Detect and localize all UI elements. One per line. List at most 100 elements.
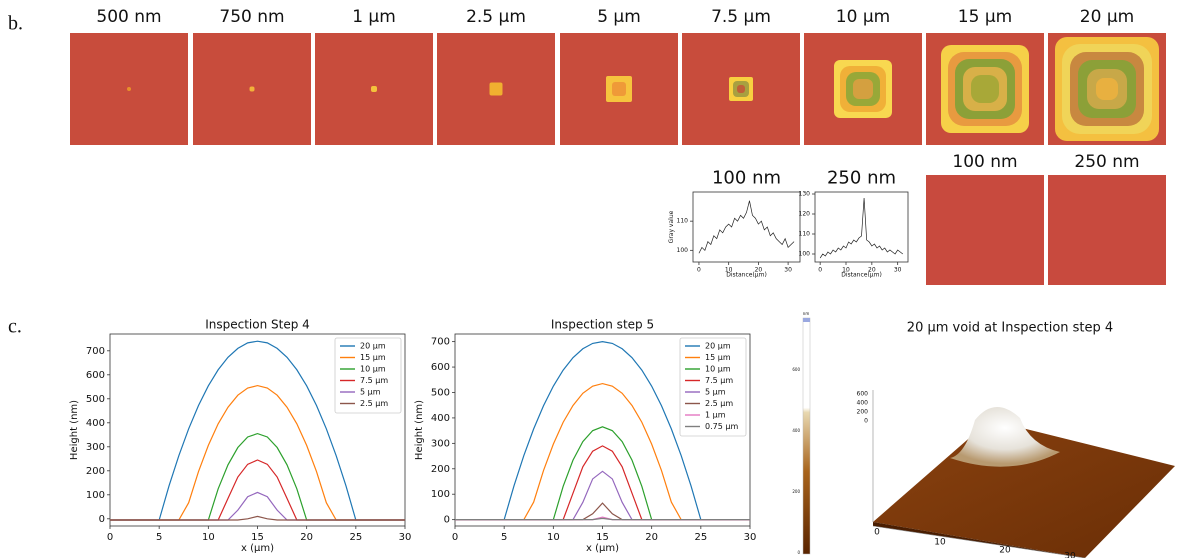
colorbar-tick: 200 (792, 489, 800, 494)
x-tick-label: 10 (725, 267, 733, 274)
y-tick-label: 600 (431, 362, 450, 373)
x-tick-label: 10 (547, 532, 560, 543)
x-tick-label: 5 (156, 532, 162, 543)
y-tick-label: 120 (799, 211, 811, 218)
legend-label: 7.5 µm (705, 376, 733, 385)
image-label: 1 µm (352, 7, 396, 27)
x-tick-label: 25 (694, 532, 707, 543)
surface-x-tick: 20 (999, 546, 1011, 556)
legend-label: 0.75 µm (705, 422, 738, 431)
x-tick-label: 10 (202, 532, 215, 543)
legend-label: 20 µm (705, 342, 731, 351)
image-label: 2.5 µm (466, 7, 526, 27)
y-axis-label: Height (nm) (69, 400, 80, 460)
x-tick-label: 0 (452, 532, 458, 543)
micrograph (1048, 175, 1166, 285)
y-tick-label: 100 (799, 251, 811, 258)
legend-label: 15 µm (705, 353, 731, 362)
legend-label: 2.5 µm (360, 399, 388, 408)
y-tick-label: 0 (99, 514, 105, 525)
colorbar-tick: 0 (797, 550, 800, 555)
colorbar-tick: 400 (792, 428, 800, 433)
surface-z-tick: 400 (857, 400, 869, 407)
x-axis-label: x (µm) (586, 543, 619, 554)
legend-label: 20 µm (360, 342, 386, 351)
surface-z-tick: 200 (857, 409, 869, 416)
legend-box (334, 337, 402, 414)
colorbar (802, 317, 811, 555)
y-tick-label: 700 (86, 346, 105, 357)
y-tick-label: 100 (86, 490, 105, 501)
chart-title: 250 nm (827, 168, 896, 189)
x-tick-label: 25 (349, 532, 362, 543)
x-tick-label: 5 (501, 532, 507, 543)
x-axis-label: x (µm) (241, 543, 274, 554)
x-axis-label: Distance(µm) (841, 272, 882, 279)
data-line (110, 515, 405, 521)
colorbar-tick: 600 (792, 367, 800, 372)
image-label: 500 nm (96, 7, 161, 27)
y-tick-label: 100 (431, 489, 450, 500)
colorbar-cap (803, 318, 810, 322)
plot-frame (814, 191, 909, 263)
surface-x-tick: 10 (934, 538, 946, 548)
surface-x-tick: 0 (874, 528, 880, 538)
image-label: 7.5 µm (711, 7, 771, 27)
colorbar-unit: nm (803, 311, 810, 316)
void-pattern (612, 82, 626, 96)
x-tick-label: 30 (744, 532, 757, 543)
legend-label: 5 µm (360, 388, 381, 397)
y-tick-label: 0 (444, 515, 450, 526)
surface-title: 20 µm void at Inspection step 4 (907, 321, 1113, 336)
void-pattern (853, 79, 873, 99)
x-tick-label: 30 (894, 267, 902, 274)
x-tick-label: 0 (818, 267, 822, 274)
y-tick-label: 700 (431, 337, 450, 348)
y-tick-label: 200 (86, 466, 105, 477)
x-tick-label: 20 (645, 532, 658, 543)
y-tick-label: 110 (799, 231, 811, 238)
plot-frame (692, 191, 801, 263)
data-line (455, 517, 750, 521)
chart-title: Inspection step 5 (551, 318, 654, 332)
y-tick-label: 100 (677, 247, 689, 254)
x-tick-label: 20 (868, 267, 876, 274)
x-tick-label: 30 (784, 267, 792, 274)
surface-3d (872, 390, 1175, 558)
y-axis-label: Gray value (668, 210, 675, 243)
legend-label: 10 µm (360, 365, 386, 374)
image-label: 750 nm (219, 7, 284, 27)
legend-label: 15 µm (360, 353, 386, 362)
surface-edge (873, 522, 1085, 558)
y-tick-label: 300 (431, 438, 450, 449)
x-tick-label: 15 (596, 532, 609, 543)
surface-x-tick: 30 (1064, 552, 1076, 558)
x-tick-label: 10 (842, 267, 850, 274)
x-tick-label: 0 (107, 532, 113, 543)
x-tick-label: 15 (251, 532, 264, 543)
axis-line (872, 525, 1086, 558)
x-tick-label: 20 (755, 267, 763, 274)
surface-plane (873, 420, 1175, 558)
surface-z-tick: 600 (857, 391, 869, 398)
void-pattern (737, 85, 745, 93)
x-axis-label: Distance(µm) (726, 272, 767, 279)
legend-label: 1 µm (705, 411, 726, 420)
x-tick-label: 20 (300, 532, 313, 543)
micrograph (926, 175, 1044, 285)
void-pattern (489, 82, 503, 96)
void-pattern (371, 86, 377, 92)
data-line (698, 200, 795, 254)
image-label: 10 µm (836, 7, 890, 27)
x-tick-label: 0 (697, 267, 701, 274)
image-label: 20 µm (1080, 7, 1134, 27)
image-label: 100 nm (952, 152, 1017, 172)
panel-label: c. (8, 316, 22, 338)
legend-label: 5 µm (705, 388, 726, 397)
surface-bump (950, 406, 1060, 467)
image-label: 5 µm (597, 7, 641, 27)
y-tick-label: 200 (431, 464, 450, 475)
surface-z-tick: 0 (864, 418, 868, 425)
data-line (819, 197, 904, 259)
